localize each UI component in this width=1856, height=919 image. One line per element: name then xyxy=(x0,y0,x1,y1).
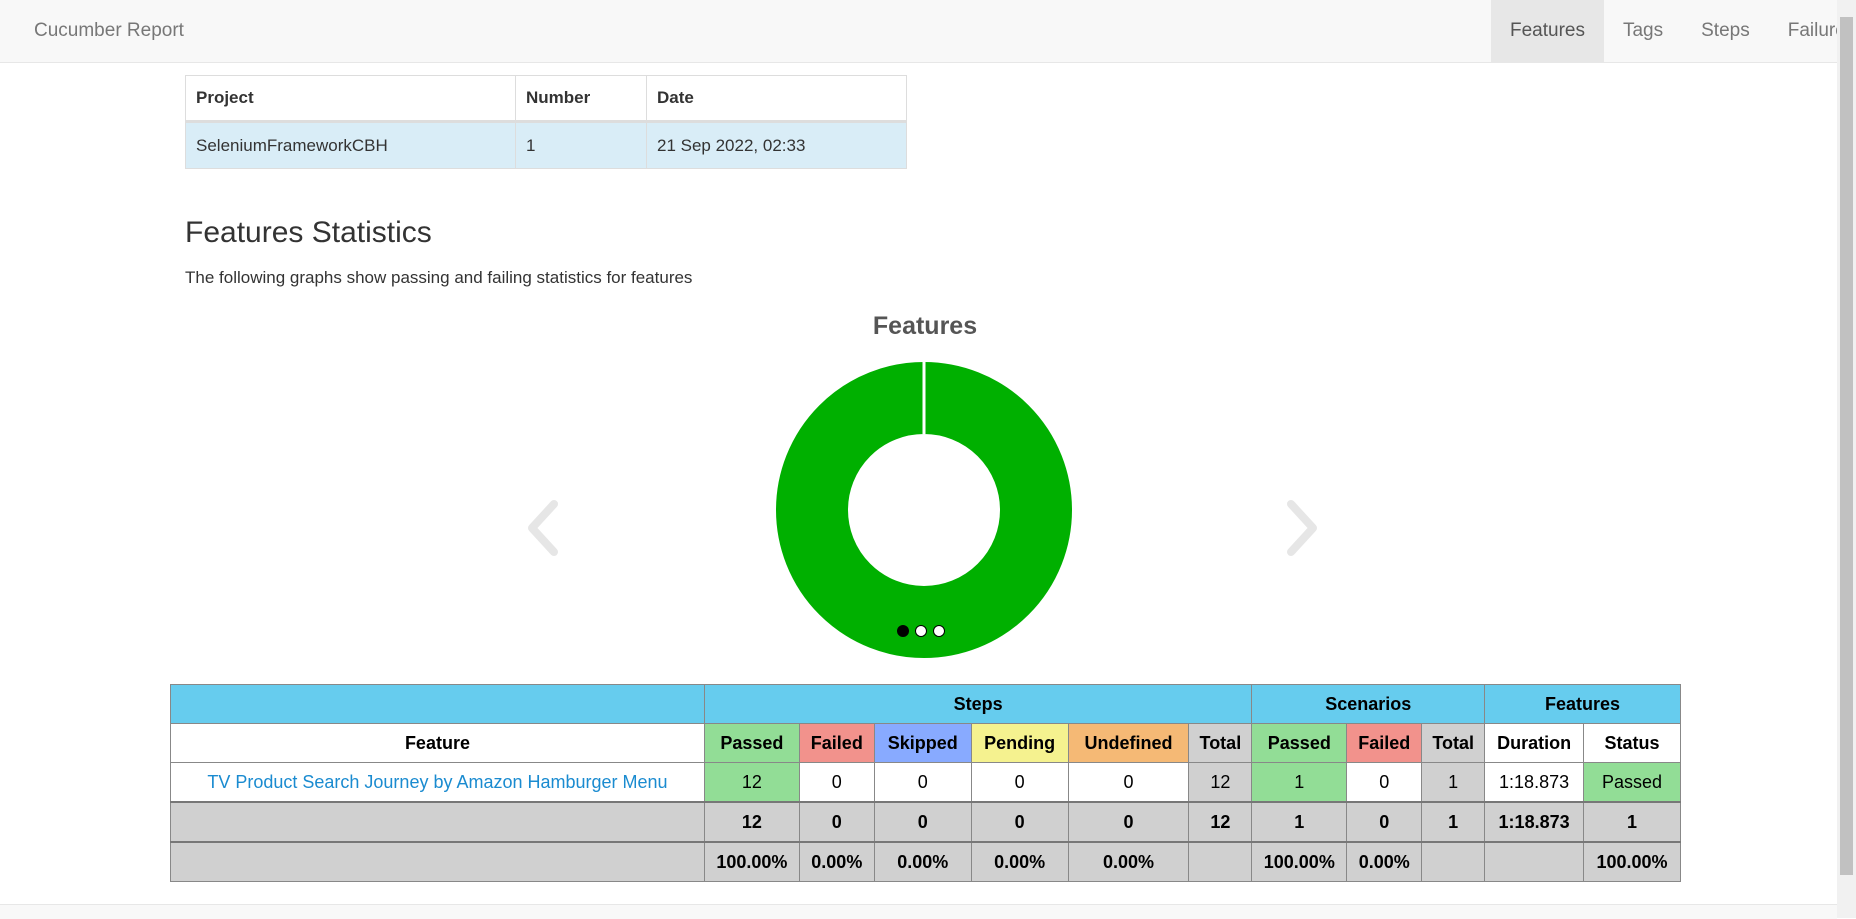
status-badge: Passed xyxy=(1583,762,1681,803)
date-value: 21 Sep 2022, 02:33 xyxy=(646,121,907,169)
total-steps-failed: 0 xyxy=(798,801,875,843)
total-steps-total: 12 xyxy=(1188,801,1253,843)
brand-link[interactable]: Cucumber Report xyxy=(34,20,184,41)
main-nav: Features Tags Steps Failures xyxy=(1491,0,1856,62)
total-scen-total: 1 xyxy=(1421,801,1486,843)
steps-passed-cell: 12 xyxy=(703,762,800,803)
scrollbar-thumb[interactable] xyxy=(1840,17,1853,875)
col-steps-total: Total xyxy=(1188,723,1253,763)
carousel-next-icon[interactable] xyxy=(1277,498,1327,558)
stats-column-header: Feature Passed Failed Skipped Pending Un… xyxy=(170,723,1681,763)
carousel-indicator-3[interactable] xyxy=(933,625,945,637)
col-scen-total: Total xyxy=(1421,723,1486,763)
features-donut-chart xyxy=(776,362,1072,658)
total-steps-pending: 0 xyxy=(970,801,1069,843)
stats-group-header: Steps Scenarios Features xyxy=(170,684,1681,724)
pct-scen-failed: 0.00% xyxy=(1346,841,1423,882)
total-scen-failed: 0 xyxy=(1346,801,1423,843)
total-steps-undefined: 0 xyxy=(1067,801,1190,843)
scen-total-cell: 1 xyxy=(1421,762,1486,803)
report-info-table: Project Number Date SeleniumFrameworkCBH… xyxy=(185,75,907,169)
duration-cell: 1:18.873 xyxy=(1484,762,1585,803)
pct-status: 100.00% xyxy=(1583,841,1681,882)
col-feature: Feature xyxy=(170,723,705,763)
pct-duration xyxy=(1484,841,1585,882)
page-scrollbar[interactable] xyxy=(1837,0,1856,918)
chart-title: Features xyxy=(872,312,978,340)
total-scen-passed: 1 xyxy=(1251,801,1348,843)
pct-steps-total xyxy=(1188,841,1253,882)
col-scen-failed: Failed xyxy=(1346,723,1423,763)
carousel-indicator-2[interactable] xyxy=(915,625,927,637)
col-duration: Duration xyxy=(1484,723,1585,763)
percentages-row: 100.00% 0.00% 0.00% 0.00% 0.00% 100.00% … xyxy=(170,841,1681,882)
carousel-indicators xyxy=(897,625,945,637)
col-scen-passed: Passed xyxy=(1251,723,1348,763)
nav-tags[interactable]: Tags xyxy=(1622,20,1664,41)
group-header-features: Features xyxy=(1484,684,1681,724)
group-header-scenarios: Scenarios xyxy=(1251,684,1486,724)
feature-name-cell: TV Product Search Journey by Amazon Hamb… xyxy=(170,762,705,803)
scen-passed-cell: 1 xyxy=(1251,762,1348,803)
steps-pending-cell: 0 xyxy=(970,762,1069,803)
col-status: Status xyxy=(1583,723,1681,763)
steps-failed-cell: 0 xyxy=(798,762,875,803)
col-steps-skipped: Skipped xyxy=(873,723,972,763)
header-date: Date xyxy=(646,75,907,123)
pct-steps-undefined: 0.00% xyxy=(1067,841,1190,882)
chart-carousel: Features xyxy=(520,300,1330,660)
header-project: Project xyxy=(185,75,516,123)
pct-scen-total xyxy=(1421,841,1486,882)
carousel-prev-icon[interactable] xyxy=(520,498,570,558)
pct-scen-passed: 100.00% xyxy=(1251,841,1348,882)
col-steps-undefined: Undefined xyxy=(1067,723,1190,763)
carousel-indicator-1[interactable] xyxy=(897,625,909,637)
total-steps-skipped: 0 xyxy=(873,801,972,843)
total-duration: 1:18.873 xyxy=(1484,801,1585,843)
number-value: 1 xyxy=(515,121,647,169)
total-steps-passed: 12 xyxy=(703,801,800,843)
totals-row: 12 0 0 0 0 12 1 0 1 1:18.873 1 xyxy=(170,801,1681,843)
project-value: SeleniumFrameworkCBH xyxy=(185,121,516,169)
report-info-header: Project Number Date xyxy=(185,75,907,123)
report-info-row: SeleniumFrameworkCBH 1 21 Sep 2022, 02:3… xyxy=(185,121,907,169)
pct-steps-passed: 100.00% xyxy=(703,841,800,882)
pct-steps-skipped: 0.00% xyxy=(873,841,972,882)
header-number: Number xyxy=(515,75,647,123)
feature-stats-table: Steps Scenarios Features Feature Passed … xyxy=(170,684,1681,882)
steps-skipped-cell: 0 xyxy=(873,762,972,803)
pct-label-cell xyxy=(170,841,705,882)
total-status: 1 xyxy=(1583,801,1681,843)
nav-features[interactable]: Features xyxy=(1491,0,1604,62)
pct-steps-pending: 0.00% xyxy=(970,841,1069,882)
section-description: The following graphs show passing and fa… xyxy=(185,268,693,287)
group-header-blank xyxy=(170,684,705,724)
scen-failed-cell: 0 xyxy=(1346,762,1423,803)
col-steps-failed: Failed xyxy=(798,723,875,763)
feature-link[interactable]: TV Product Search Journey by Amazon Hamb… xyxy=(207,771,668,792)
section-title: Features Statistics xyxy=(185,216,432,249)
nav-steps[interactable]: Steps xyxy=(1701,20,1750,41)
pct-steps-failed: 0.00% xyxy=(798,841,875,882)
footer-bar xyxy=(0,904,1837,919)
steps-undefined-cell: 0 xyxy=(1067,762,1190,803)
col-steps-passed: Passed xyxy=(703,723,800,763)
steps-total-cell: 12 xyxy=(1188,762,1253,803)
group-header-steps: Steps xyxy=(703,684,1253,724)
top-navbar: Cucumber Report Features Tags Steps Fail… xyxy=(0,0,1856,63)
table-row: TV Product Search Journey by Amazon Hamb… xyxy=(170,762,1681,803)
totals-label-cell xyxy=(170,801,705,843)
col-steps-pending: Pending xyxy=(970,723,1069,763)
